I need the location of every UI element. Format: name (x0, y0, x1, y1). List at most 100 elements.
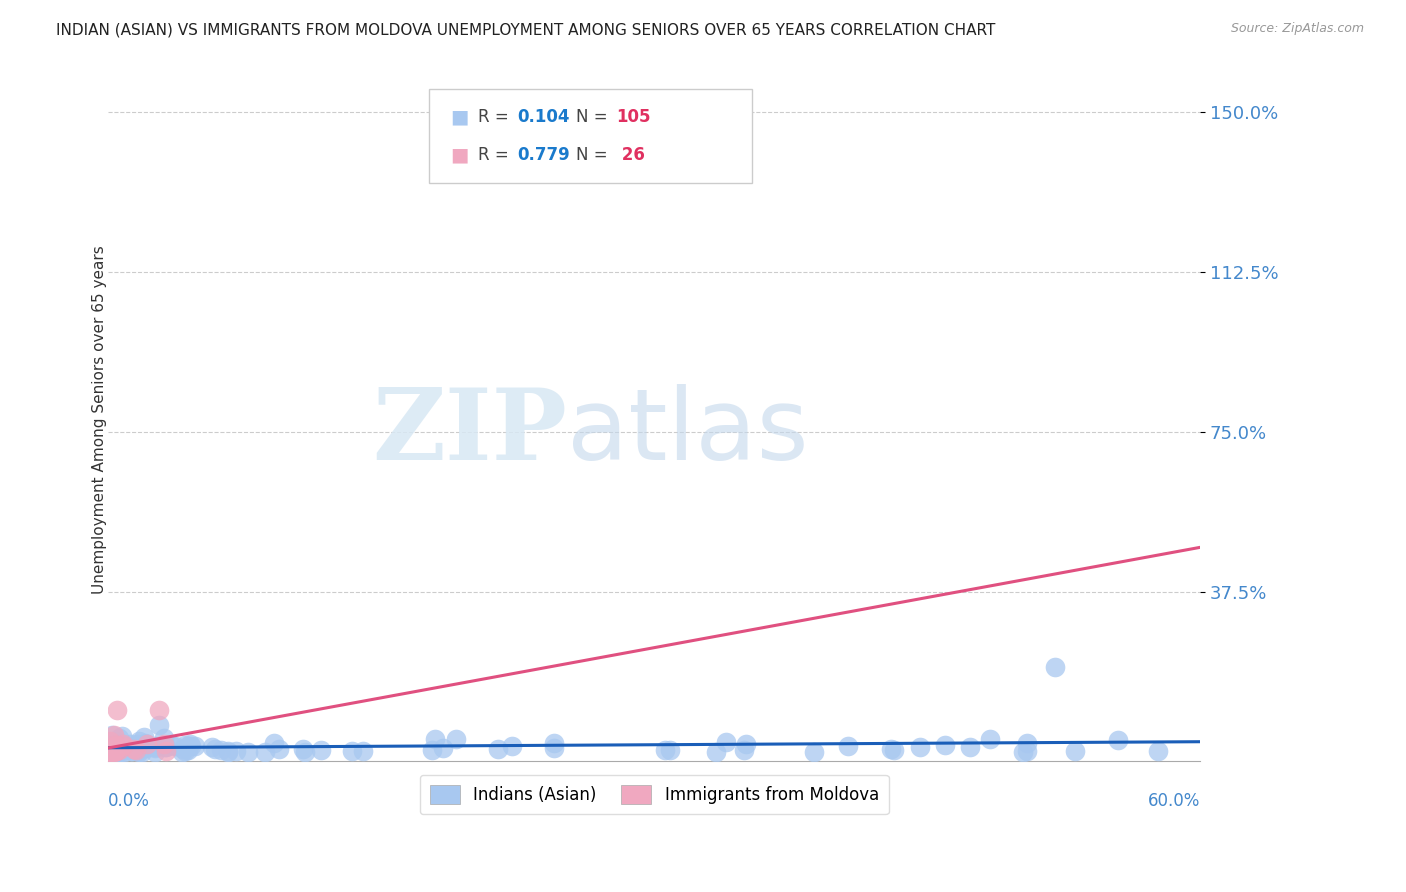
Point (143, 739, 166, 753)
Point (112, 739, 135, 754)
Text: atlas: atlas (567, 384, 808, 482)
Point (107, 731, 129, 746)
Point (98, 744, 121, 758)
Point (125, 737, 148, 751)
Point (98, 743, 121, 757)
Point (112, 742, 135, 756)
Point (423, 732, 446, 747)
Point (101, 740, 124, 755)
Point (98, 745, 121, 759)
Point (170, 745, 193, 759)
Point (101, 739, 124, 754)
Point (486, 742, 509, 756)
Point (880, 742, 903, 756)
Point (209, 743, 232, 757)
Point (103, 745, 125, 759)
Point (176, 743, 198, 757)
Point (155, 739, 177, 754)
Point (104, 744, 127, 758)
Point (111, 729, 134, 743)
Point (136, 737, 159, 751)
Point (184, 739, 207, 753)
Point (733, 743, 755, 757)
Point (132, 731, 155, 745)
Point (98, 734, 121, 748)
Point (131, 745, 153, 759)
Point (342, 744, 364, 758)
Point (148, 718, 170, 732)
Point (654, 742, 676, 756)
Point (105, 703, 128, 717)
Point (883, 742, 905, 756)
Point (105, 733, 128, 747)
Point (134, 741, 156, 756)
Point (107, 745, 129, 759)
Point (98, 745, 121, 759)
Point (125, 743, 148, 757)
Point (108, 738, 131, 752)
Point (1147, 744, 1170, 758)
Text: ■: ■ (450, 108, 468, 127)
Point (105, 744, 128, 758)
Point (173, 738, 195, 752)
Legend: Indians (Asian), Immigrants from Moldova: Indians (Asian), Immigrants from Moldova (419, 775, 889, 814)
Point (217, 744, 239, 758)
Point (204, 742, 226, 756)
Point (101, 739, 124, 753)
Text: R =: R = (478, 145, 515, 163)
Text: Source: ZipAtlas.com: Source: ZipAtlas.com (1230, 22, 1364, 36)
Point (910, 739, 932, 754)
Text: 60.0%: 60.0% (1147, 791, 1201, 810)
Point (101, 728, 124, 742)
Point (1107, 732, 1129, 747)
Point (143, 740, 166, 755)
Point (114, 741, 136, 756)
Point (98, 744, 121, 758)
Point (735, 737, 758, 751)
Point (1011, 746, 1033, 760)
Point (104, 744, 127, 758)
Point (98, 742, 121, 756)
Point (127, 744, 149, 758)
Point (179, 738, 201, 752)
Point (1015, 744, 1038, 758)
Point (98, 745, 121, 759)
Text: R =: R = (478, 109, 515, 127)
Point (543, 736, 565, 750)
Point (658, 743, 681, 757)
Point (803, 745, 825, 759)
Point (172, 742, 194, 756)
Point (98, 745, 121, 759)
Point (153, 737, 176, 751)
Point (180, 739, 202, 754)
Point (263, 736, 285, 750)
Point (352, 744, 374, 758)
Point (225, 743, 247, 757)
Point (110, 745, 132, 759)
Point (128, 733, 150, 747)
Point (101, 741, 124, 756)
Text: 105: 105 (616, 109, 651, 127)
Point (104, 739, 127, 753)
Point (98, 745, 121, 759)
Point (177, 739, 200, 754)
Point (294, 745, 316, 759)
Text: 26: 26 (616, 145, 645, 163)
Text: 0.0%: 0.0% (108, 791, 150, 810)
Point (143, 740, 166, 755)
Point (134, 736, 156, 750)
Point (254, 745, 277, 759)
Point (111, 739, 134, 753)
Point (122, 740, 145, 755)
Point (131, 739, 153, 754)
Point (155, 744, 177, 758)
Point (134, 738, 156, 752)
Point (501, 739, 523, 754)
Point (104, 739, 127, 753)
Point (98, 744, 121, 758)
Point (105, 741, 128, 756)
Point (103, 743, 125, 757)
Point (152, 731, 174, 745)
Point (934, 738, 956, 752)
Point (118, 737, 141, 751)
